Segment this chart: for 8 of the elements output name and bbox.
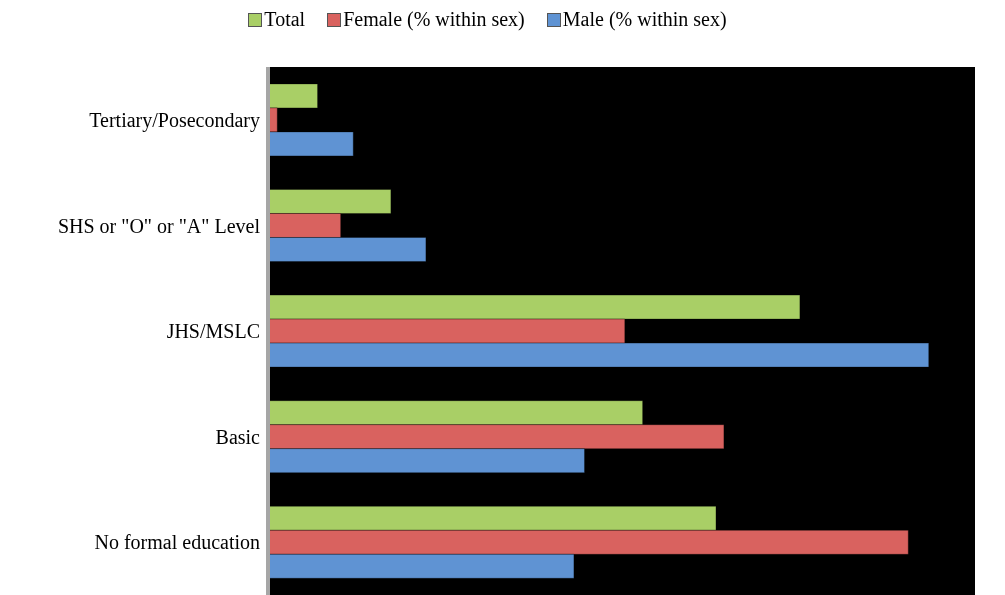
y-tick-label: No formal education (94, 531, 260, 554)
y-tick-label: SHS or "O" or "A" Level (57, 214, 261, 237)
y-tick-label: Tertiary/Posecondary (89, 108, 260, 132)
y-tick-label: JHS/MSLC (166, 320, 260, 343)
legend-label: Male (% within sex) (561, 8, 727, 31)
legend-label: Total (263, 8, 306, 31)
y-tick-label: Basic (215, 425, 261, 448)
legend-label: Female (% within sex) (342, 8, 525, 31)
